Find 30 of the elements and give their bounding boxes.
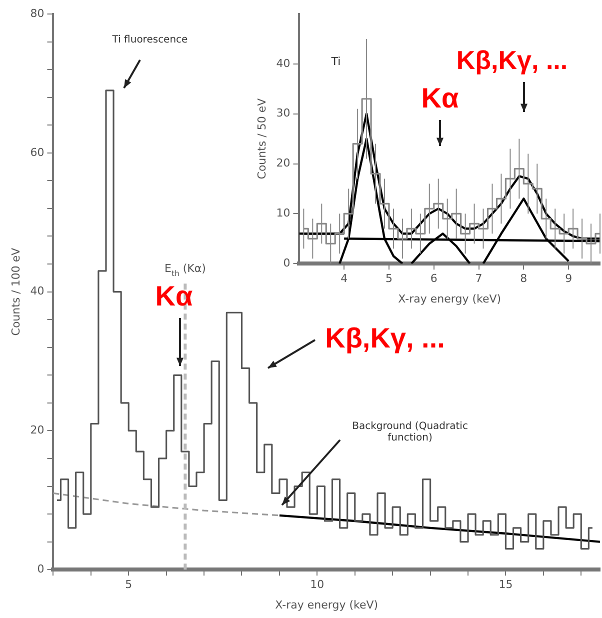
annotation: Kα xyxy=(421,82,459,114)
x-axis-title: X-ray energy (keV) xyxy=(275,598,378,612)
x-tick-label: 9 xyxy=(565,272,572,286)
y-tick-label: 40 xyxy=(276,56,290,70)
annotation: Kβ,Kγ, ... xyxy=(456,45,568,76)
y-tick-label: 30 xyxy=(276,106,290,120)
x-tick-label: 15 xyxy=(498,578,513,592)
annotation: Kβ,Kγ, ... xyxy=(325,322,445,354)
annotation: Ti fluorescence xyxy=(111,34,188,46)
x-tick-label: 6 xyxy=(430,272,438,286)
y-tick-label: 10 xyxy=(276,206,290,220)
y-axis-title: Counts / 50 eV xyxy=(255,98,268,180)
y-tick-label: 20 xyxy=(276,156,290,170)
annotation: Background (Quadratic function) xyxy=(352,420,468,444)
x-axis-title: X-ray energy (keV) xyxy=(398,292,502,306)
annotation: Kα xyxy=(155,280,193,312)
x-tick-label: 8 xyxy=(520,272,528,286)
x-tick-label: 7 xyxy=(475,272,482,286)
x-tick-label: 5 xyxy=(385,272,392,286)
y-tick-label: 60 xyxy=(30,146,44,159)
y-tick-label: 40 xyxy=(30,284,44,298)
annotation: Ti xyxy=(330,54,341,68)
y-tick-label: 20 xyxy=(30,424,44,437)
y-tick-label: 0 xyxy=(37,562,44,576)
y-axis-title: Counts / 100 eV xyxy=(9,247,22,336)
x-tick-label: 5 xyxy=(125,578,132,592)
y-tick-label: 80 xyxy=(30,6,44,20)
x-tick-label: 10 xyxy=(310,578,324,592)
y-tick-label: 0 xyxy=(283,256,290,270)
x-tick-label: 4 xyxy=(340,272,348,286)
